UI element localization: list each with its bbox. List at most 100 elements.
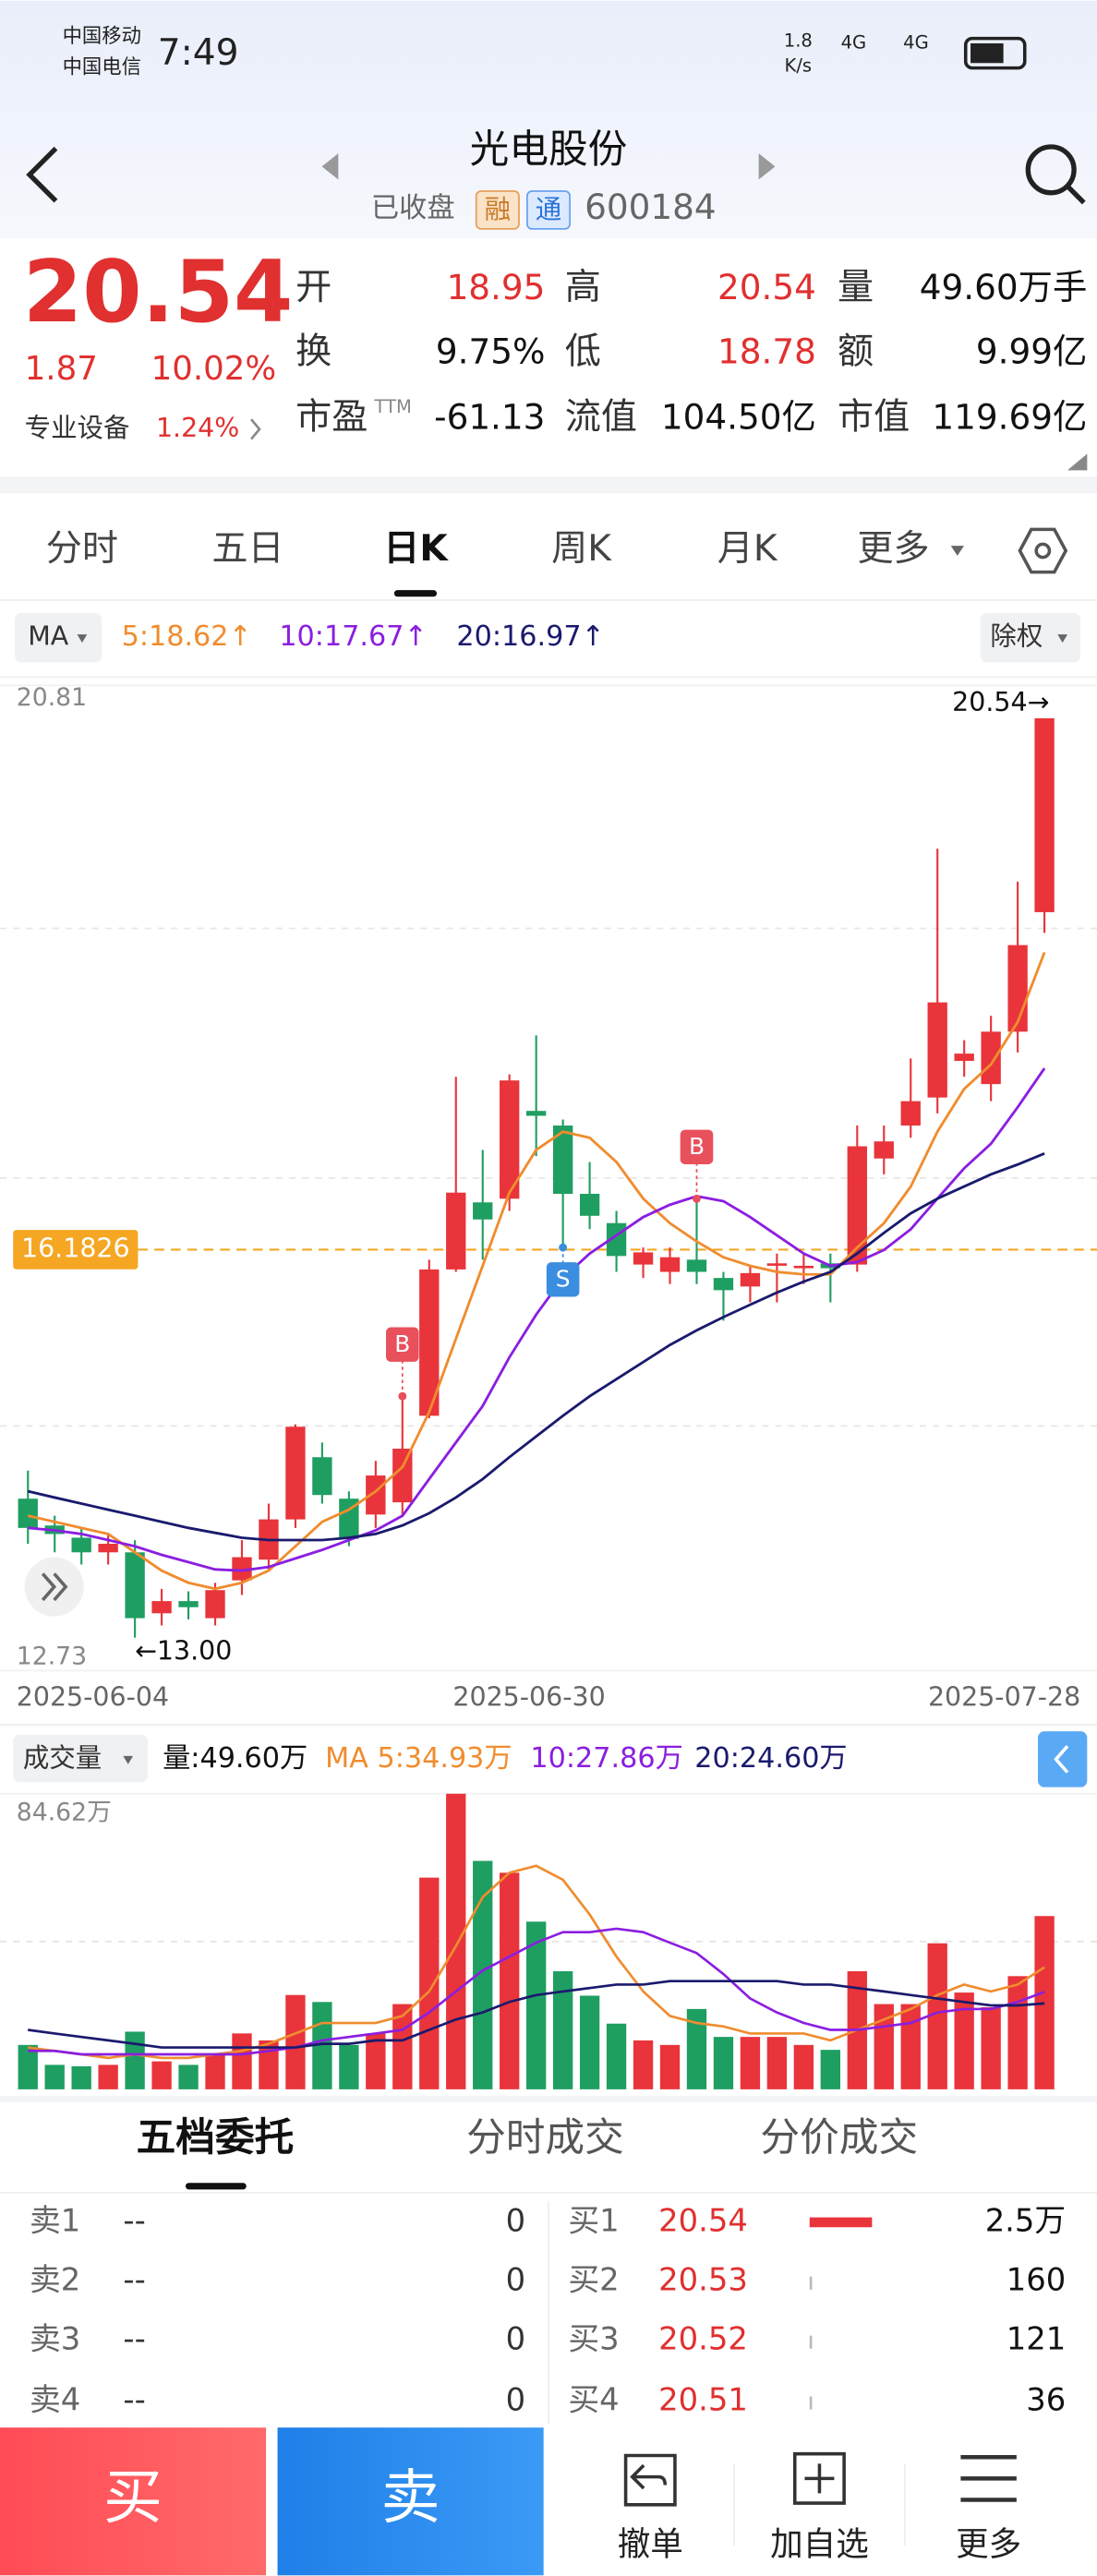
- y-tick-label: 12.73: [17, 1643, 87, 1671]
- period-tab[interactable]: 周K: [551, 528, 612, 570]
- volume-bar: [125, 2031, 145, 2089]
- ask-level: 卖1: [30, 2202, 80, 2238]
- order-tab[interactable]: 五档委托: [137, 2115, 295, 2161]
- period-tab[interactable]: 月K: [717, 528, 778, 570]
- indicator-label[interactable]: MA: [28, 621, 69, 652]
- ask-price: --: [123, 2320, 145, 2356]
- settings-button[interactable]: [1018, 527, 1068, 574]
- sell-label[interactable]: 卖: [381, 2464, 440, 2533]
- candle-body: [339, 1499, 359, 1539]
- candle-body: [500, 1080, 520, 1199]
- candle-body: [954, 1053, 974, 1062]
- volume-bar: [178, 2064, 199, 2089]
- action-label[interactable]: 撤单: [618, 2525, 683, 2563]
- stock-code: 600184: [585, 187, 717, 227]
- volume-bar: [98, 2064, 118, 2089]
- period-tab[interactable]: 分时: [46, 528, 118, 570]
- more-icon[interactable]: [960, 2455, 1017, 2502]
- volume-ma-line: [28, 1864, 1045, 2060]
- search-handle: [1066, 184, 1086, 205]
- adjust-dropdown[interactable]: [980, 613, 1081, 663]
- trade-marker: [546, 1262, 580, 1297]
- active-tab-underline: [185, 2183, 247, 2190]
- ask-qty: 0: [506, 2202, 526, 2238]
- field-value: 18.95: [447, 267, 546, 307]
- adjust-label[interactable]: 除权: [990, 621, 1043, 652]
- bid-qty: 2.5万: [985, 2202, 1067, 2238]
- candle-body: [392, 1449, 413, 1503]
- period-tab[interactable]: 更多: [857, 528, 929, 570]
- stock-name: 光电股份: [470, 126, 628, 173]
- volume-dropdown[interactable]: [13, 1734, 149, 1783]
- volume-bar: [793, 2044, 814, 2089]
- dropdown-arrow: [123, 1755, 134, 1764]
- candle-body: [125, 1552, 145, 1619]
- tag: 通: [536, 194, 561, 224]
- volume-bar: [285, 1994, 306, 2089]
- active-tab-underline: [393, 590, 438, 597]
- collapse-button[interactable]: [1037, 1731, 1088, 1788]
- candle-body: [525, 1111, 547, 1116]
- volume-bar: [740, 2037, 761, 2089]
- volume-bar: [1007, 1976, 1028, 2089]
- ma-legend: 5:18.62↑: [122, 620, 252, 653]
- dropdown-arrow: [77, 634, 88, 644]
- volume-bar: [18, 2044, 38, 2089]
- candle-body: [659, 1257, 681, 1272]
- order-tab[interactable]: 分价成交: [760, 2115, 918, 2161]
- change: 1.87: [25, 350, 98, 388]
- volume-bar: [659, 2044, 681, 2089]
- prev-stock[interactable]: [321, 153, 339, 180]
- volume-title[interactable]: 成交量: [23, 1742, 102, 1773]
- tag: 融: [485, 194, 511, 224]
- back-button[interactable]: [26, 146, 58, 203]
- buy-button[interactable]: [0, 2427, 267, 2576]
- expand-corner[interactable]: [1067, 453, 1088, 471]
- candle-body: [1034, 717, 1055, 912]
- bid-qty: 36: [1026, 2381, 1066, 2417]
- period-tab[interactable]: 五日: [211, 528, 283, 570]
- volume-ma-legend: MA 5:34.93万: [325, 1742, 512, 1775]
- bid-level: 买4: [568, 2381, 619, 2417]
- candle-body: [419, 1269, 440, 1416]
- sector-arrow[interactable]: [250, 418, 261, 440]
- candle-body: [793, 1265, 814, 1269]
- candle-body: [98, 1544, 118, 1553]
- sell-button[interactable]: [277, 2427, 544, 2576]
- volume-bar: [579, 1995, 600, 2089]
- search-button[interactable]: [1025, 144, 1077, 196]
- volume-bar: [339, 2044, 359, 2089]
- candle-body: [285, 1426, 306, 1520]
- indicator-dropdown[interactable]: [15, 613, 102, 663]
- volume-bar: [552, 1971, 573, 2089]
- order-tab[interactable]: 分时成交: [466, 2115, 624, 2161]
- watchlist-icon[interactable]: [792, 2451, 846, 2505]
- volume-bar: [44, 2064, 65, 2089]
- action-label[interactable]: 更多: [956, 2525, 1021, 2563]
- buy-label[interactable]: 买: [103, 2464, 163, 2533]
- field-sup: TTM: [373, 396, 411, 417]
- y-tick-label: 20.81: [17, 683, 87, 712]
- candle-body: [71, 1537, 91, 1553]
- ask-qty: 0: [506, 2381, 526, 2417]
- period-tab[interactable]: 日K: [383, 528, 449, 570]
- volume-bar: [71, 2065, 91, 2089]
- tag-box: [525, 190, 572, 230]
- action-label[interactable]: 加自选: [770, 2525, 869, 2563]
- ask-level: 卖4: [30, 2381, 80, 2417]
- field-label: 低: [565, 331, 601, 373]
- field-value: 49.60万手: [920, 267, 1088, 307]
- field-label: 开: [295, 267, 332, 308]
- bid-depth-bar: [809, 2396, 813, 2410]
- bid-price: 20.51: [658, 2381, 748, 2417]
- bid-price: 20.52: [658, 2320, 748, 2356]
- ma-line: [28, 1067, 1046, 1572]
- cancel-icon[interactable]: [623, 2453, 677, 2507]
- volume-bar: [820, 2050, 841, 2089]
- volume-bar: [205, 2054, 225, 2089]
- marker-dot: [398, 1391, 407, 1401]
- next-stock[interactable]: [758, 153, 776, 180]
- dropdown-arrow: [1057, 634, 1067, 644]
